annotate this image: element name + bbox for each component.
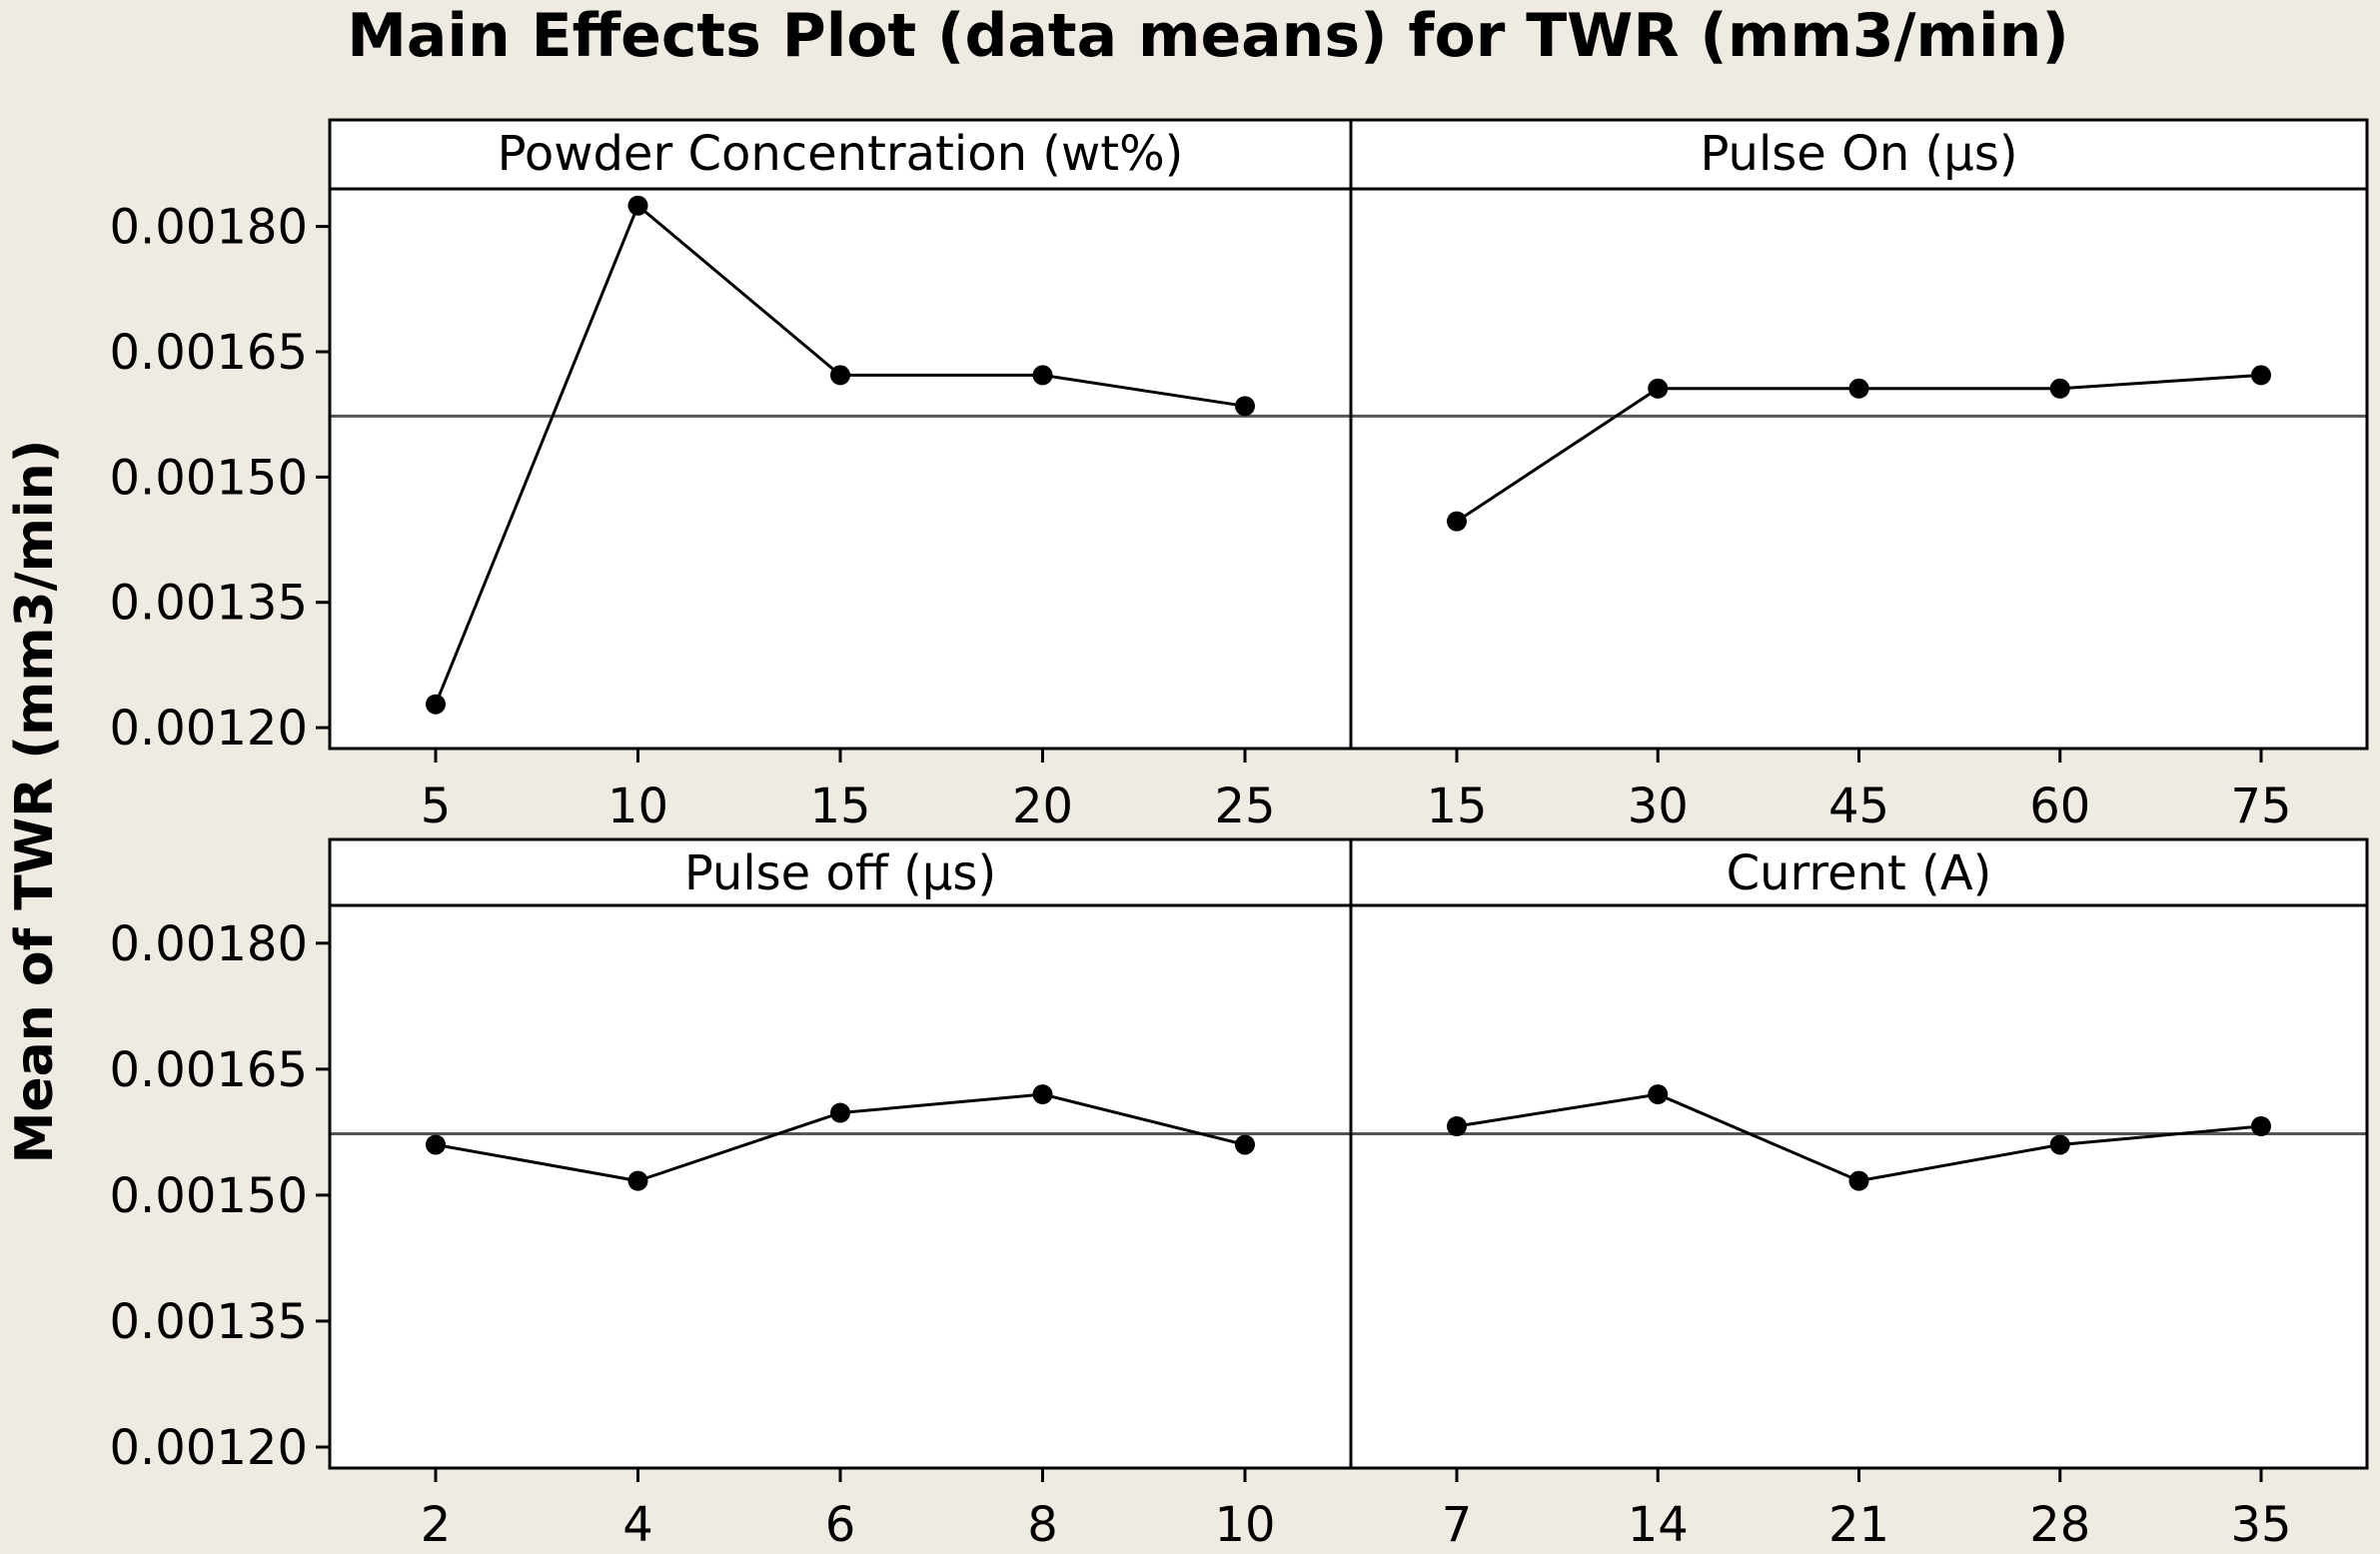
data-point xyxy=(1447,1115,1467,1136)
x-tick-label: 60 xyxy=(2029,778,2090,834)
y-tick-label: 0.00165 xyxy=(110,325,309,381)
y-tick-label: 0.00120 xyxy=(110,1420,309,1476)
x-tick-label: 8 xyxy=(1027,1497,1058,1553)
y-tick-label: 0.00150 xyxy=(110,450,309,506)
panel-strip-label: Pulse off (µs) xyxy=(684,845,996,901)
data-point xyxy=(2049,378,2070,399)
data-point xyxy=(627,1170,648,1191)
data-point xyxy=(830,365,850,386)
panel-background xyxy=(330,120,1351,749)
x-tick-label: 15 xyxy=(1426,778,1487,834)
panel-background xyxy=(1351,839,2367,1468)
chart-title: Main Effects Plot (data means) for TWR (… xyxy=(347,1,2069,71)
data-point xyxy=(2251,365,2271,386)
data-point xyxy=(1032,1084,1053,1105)
panel-background xyxy=(1351,120,2367,749)
data-point xyxy=(1235,1134,1255,1155)
data-point xyxy=(1848,1170,1869,1191)
x-tick-label: 45 xyxy=(1828,778,1889,834)
y-tick-label: 0.00150 xyxy=(110,1168,309,1224)
panel-1: Powder Concentration (wt%) 5 10 15 20 25 0.001… xyxy=(110,120,1351,834)
x-tick-label: 20 xyxy=(1012,778,1073,834)
panel-strip-label: Pulse On (µs) xyxy=(1700,126,2017,182)
row-frame-2 xyxy=(328,837,2369,1470)
y-tick-label: 0.00135 xyxy=(110,576,309,632)
x-tick-label: 4 xyxy=(622,1497,653,1553)
data-point xyxy=(1032,365,1053,386)
data-point xyxy=(2251,1115,2271,1136)
x-tick-label: 25 xyxy=(1214,778,1275,834)
x-tick-label: 6 xyxy=(825,1497,856,1553)
y-tick-label: 0.00180 xyxy=(110,916,309,972)
panel-4: Current (A) 7 14 21 28 35 xyxy=(1351,839,2367,1553)
x-tick-label: 75 xyxy=(2230,778,2291,834)
panel-background xyxy=(330,839,1351,1468)
data-point xyxy=(1648,378,1669,399)
panel-3: Pulse off (µs) 2 4 6 8 10 0.00120 0.00135 0.0015… xyxy=(110,839,1351,1553)
panels-group: Powder Concentration (wt%) 5 10 15 20 25 0.001… xyxy=(110,118,2369,1553)
data-point xyxy=(1648,1084,1669,1105)
data-point xyxy=(1235,396,1255,417)
data-point xyxy=(2049,1134,2070,1155)
x-tick-label: 10 xyxy=(1214,1497,1275,1553)
panel-2: Pulse On (µs) 15 30 45 60 75 xyxy=(1351,120,2367,834)
y-tick-label: 0.00120 xyxy=(110,701,309,757)
x-tick-label: 5 xyxy=(421,778,452,834)
data-point xyxy=(426,1134,446,1155)
x-tick-label: 7 xyxy=(1442,1497,1473,1553)
y-axis-label: Mean of TWR (mm3/min) xyxy=(5,440,65,1164)
x-tick-label: 14 xyxy=(1628,1497,1689,1553)
y-tick-label: 0.00180 xyxy=(110,200,309,256)
data-point xyxy=(627,195,648,216)
x-tick-label: 30 xyxy=(1628,778,1689,834)
row-frame-1 xyxy=(328,118,2369,751)
x-tick-label: 28 xyxy=(2029,1497,2090,1553)
x-tick-label: 10 xyxy=(607,778,668,834)
panel-strip-label: Current (A) xyxy=(1727,845,1992,901)
x-tick-label: 2 xyxy=(421,1497,452,1553)
x-tick-label: 15 xyxy=(809,778,870,834)
panel-strip-label: Powder Concentration (wt%) xyxy=(498,126,1184,182)
y-tick-label: 0.00165 xyxy=(110,1042,309,1098)
data-point xyxy=(830,1102,850,1123)
x-tick-label: 35 xyxy=(2230,1497,2291,1553)
y-tick-label: 0.00135 xyxy=(110,1294,309,1350)
data-point xyxy=(1447,511,1467,532)
data-point xyxy=(426,694,446,715)
x-tick-label: 21 xyxy=(1828,1497,1889,1553)
data-point xyxy=(1848,378,1869,399)
